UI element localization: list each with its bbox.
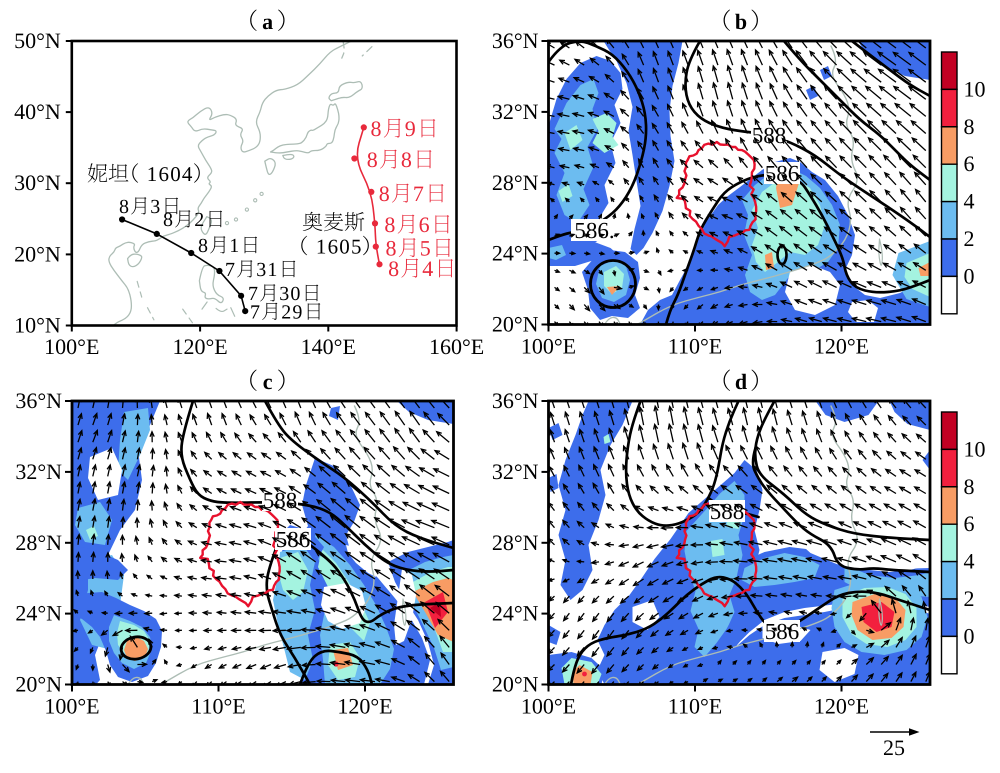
svg-text:20°N: 20°N [492,312,539,337]
svg-text:24°N: 24°N [492,241,539,266]
svg-text:4: 4 [964,549,975,574]
svg-text:25: 25 [883,735,905,760]
svg-text:10°N: 10°N [14,313,61,338]
svg-text:0: 0 [964,263,975,288]
svg-text:6: 6 [964,151,975,176]
svg-text:9: 9 [405,116,417,141]
svg-text:4: 4 [422,256,434,281]
svg-text:a: a [262,9,273,34]
svg-text:586.: 586. [574,218,614,243]
svg-text:7: 7 [250,302,261,324]
svg-text:b: b [735,9,747,34]
svg-text:2: 2 [964,226,975,251]
svg-text:6: 6 [964,511,975,536]
svg-text:6: 6 [419,212,431,237]
svg-text:586: 586 [765,619,800,644]
svg-text:8: 8 [964,474,975,499]
svg-text:8: 8 [198,235,209,257]
svg-text:2: 2 [194,209,205,231]
svg-text:10: 10 [964,436,986,461]
svg-text:4: 4 [964,189,975,214]
svg-text:31: 31 [256,259,278,281]
svg-text:8: 8 [163,209,174,231]
svg-text:24°N: 24°N [492,601,539,626]
svg-text:1: 1 [229,235,240,257]
svg-text:30: 30 [279,283,301,305]
svg-text:1605: 1605 [316,235,363,259]
svg-text:36°N: 36°N [15,388,62,413]
svg-text:100°E: 100°E [44,694,99,719]
svg-text:10: 10 [964,76,986,101]
svg-text:120°E: 120°E [172,334,227,359]
svg-text:20°N: 20°N [492,672,539,697]
svg-text:100°E: 100°E [44,334,99,359]
svg-text:120°E: 120°E [337,694,392,719]
svg-text:36°N: 36°N [492,28,539,53]
svg-text:20°N: 20°N [14,241,61,266]
svg-text:30°N: 30°N [14,170,61,195]
svg-text:110°E: 110°E [191,694,245,719]
svg-text:32°N: 32°N [492,459,539,484]
svg-text:588: 588 [752,123,787,148]
svg-text:20°N: 20°N [15,672,62,697]
svg-text:100°E: 100°E [521,694,576,719]
svg-text:29: 29 [281,302,303,324]
svg-text:40°N: 40°N [14,99,61,124]
svg-text:28°N: 28°N [15,530,62,555]
svg-text:8: 8 [119,196,130,218]
svg-text:d: d [735,369,747,394]
svg-text:3: 3 [150,196,161,218]
svg-text:8: 8 [379,181,391,206]
svg-text:110°E: 110°E [668,694,722,719]
svg-text:160°E: 160°E [429,334,484,359]
svg-text:32°N: 32°N [492,99,539,124]
svg-text:8: 8 [388,256,400,281]
svg-text:0: 0 [964,623,975,648]
svg-text:588: 588 [710,499,745,524]
svg-text:28°N: 28°N [492,530,539,555]
svg-text:5: 5 [420,236,432,261]
svg-text:2: 2 [964,586,975,611]
svg-text:32°N: 32°N [15,459,62,484]
svg-text:1604: 1604 [147,162,194,186]
svg-text:8: 8 [371,116,383,141]
svg-text:28°N: 28°N [492,170,539,195]
svg-text:140°E: 140°E [301,334,356,359]
svg-text:24°N: 24°N [15,601,62,626]
svg-text:7: 7 [413,181,425,206]
svg-text:8: 8 [367,147,379,172]
svg-text:7: 7 [225,259,236,281]
svg-text:586: 586 [765,161,800,186]
svg-text:110°E: 110°E [668,334,722,359]
svg-text:7: 7 [248,283,259,305]
svg-text:c: c [263,369,273,394]
svg-text:100°E: 100°E [521,334,576,359]
svg-text:36°N: 36°N [492,388,539,413]
svg-text:8: 8 [384,212,396,237]
svg-text:120°E: 120°E [814,334,869,359]
svg-text:8: 8 [964,114,975,139]
svg-text:120°E: 120°E [814,694,869,719]
svg-text:8: 8 [386,236,398,261]
svg-text:50°N: 50°N [14,28,61,53]
svg-text:8: 8 [401,147,413,172]
